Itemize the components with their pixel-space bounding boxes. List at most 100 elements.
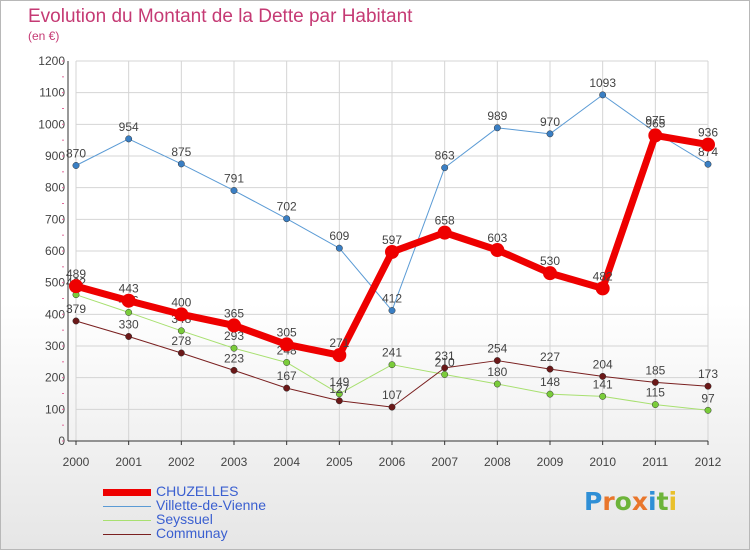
logo-letter: P bbox=[584, 487, 603, 516]
data-label: 167 bbox=[277, 369, 297, 383]
y-tick-label: 600 bbox=[45, 244, 65, 258]
x-tick-label: 2001 bbox=[115, 455, 142, 469]
data-point bbox=[704, 406, 712, 414]
data-label: 107 bbox=[382, 388, 402, 402]
data-label: 223 bbox=[224, 351, 244, 365]
data-label: 115 bbox=[646, 386, 665, 400]
data-label: 870 bbox=[66, 147, 86, 161]
data-point bbox=[125, 333, 133, 340]
data-label: 305 bbox=[277, 325, 297, 339]
data-label: 210 bbox=[435, 356, 455, 370]
data-label: 609 bbox=[329, 229, 349, 243]
data-label: 603 bbox=[487, 231, 507, 245]
data-label: 185 bbox=[645, 363, 665, 377]
legend-label: Seyssuel bbox=[156, 511, 213, 527]
logo-letter: i bbox=[668, 487, 678, 516]
data-point bbox=[230, 344, 238, 352]
data-label: 254 bbox=[487, 342, 507, 356]
data-point bbox=[493, 380, 501, 388]
data-point bbox=[121, 293, 136, 308]
data-label: 365 bbox=[224, 306, 244, 320]
data-point bbox=[177, 327, 185, 335]
data-label: 141 bbox=[593, 377, 613, 391]
x-tick-label: 2011 bbox=[642, 455, 668, 469]
data-label: 954 bbox=[119, 120, 139, 134]
data-label: 412 bbox=[382, 292, 402, 306]
data-point bbox=[441, 364, 449, 372]
data-label: 975 bbox=[645, 113, 665, 127]
data-point bbox=[599, 392, 607, 400]
data-point bbox=[230, 366, 238, 374]
data-point bbox=[651, 401, 659, 409]
y-tick-label: 300 bbox=[45, 339, 65, 353]
y-tick-label: 400 bbox=[45, 307, 65, 321]
legend-label: Villette-de-Vienne bbox=[156, 497, 267, 513]
data-point bbox=[125, 308, 133, 316]
data-point bbox=[335, 397, 343, 405]
y-tick-label: 700 bbox=[45, 212, 65, 226]
data-label: 149 bbox=[329, 375, 349, 389]
x-tick-label: 2005 bbox=[326, 455, 353, 469]
data-point bbox=[227, 318, 241, 333]
data-point bbox=[441, 164, 449, 172]
legend-label: Communay bbox=[156, 525, 228, 541]
x-tick-label: 2010 bbox=[589, 455, 616, 469]
data-point bbox=[388, 403, 396, 411]
data-point bbox=[599, 91, 607, 99]
data-label: 227 bbox=[540, 350, 560, 364]
legend-label: CHUZELLES bbox=[156, 483, 239, 499]
data-label: 970 bbox=[540, 115, 560, 129]
data-point bbox=[437, 225, 452, 240]
y-tick-label: 0 bbox=[58, 434, 65, 448]
x-tick-label: 2012 bbox=[695, 455, 722, 469]
data-label: 489 bbox=[66, 267, 86, 281]
logo-letter: t bbox=[656, 487, 669, 516]
data-point bbox=[174, 307, 189, 322]
legend: CHUZELLES Villette-de-Vienne Seyssuel Co… bbox=[103, 483, 267, 541]
data-point bbox=[283, 215, 291, 223]
data-label: 231 bbox=[435, 349, 455, 363]
data-point bbox=[546, 365, 554, 373]
data-label: 241 bbox=[382, 346, 402, 360]
data-label: 127 bbox=[329, 382, 349, 396]
data-point bbox=[701, 137, 715, 152]
data-label: 330 bbox=[119, 318, 139, 332]
data-label: 400 bbox=[171, 295, 191, 309]
data-point bbox=[704, 160, 712, 168]
data-point bbox=[546, 390, 554, 398]
data-point bbox=[72, 317, 80, 325]
logo-letter: r bbox=[602, 487, 615, 516]
data-point bbox=[441, 371, 449, 378]
data-point bbox=[595, 281, 610, 296]
data-point bbox=[388, 307, 396, 314]
data-label: 989 bbox=[487, 109, 507, 123]
data-point bbox=[651, 378, 659, 386]
data-point bbox=[335, 390, 343, 398]
data-point bbox=[490, 243, 505, 258]
data-label: 97 bbox=[701, 391, 715, 405]
y-tick-label: 200 bbox=[45, 371, 65, 385]
data-point bbox=[283, 384, 291, 392]
data-point bbox=[493, 357, 501, 365]
data-point bbox=[72, 162, 80, 169]
data-label: 443 bbox=[119, 282, 139, 296]
legend-item-communay: Communay bbox=[103, 525, 266, 541]
x-tick-label: 2002 bbox=[168, 455, 195, 469]
x-tick-label: 2004 bbox=[273, 455, 300, 469]
data-point bbox=[493, 124, 501, 132]
x-tick-label: 2000 bbox=[63, 455, 90, 469]
data-point bbox=[385, 244, 399, 259]
data-point bbox=[177, 160, 185, 168]
data-label: 965 bbox=[645, 116, 665, 130]
data-label: 530 bbox=[540, 254, 560, 268]
data-label: 597 bbox=[382, 233, 402, 247]
data-point bbox=[388, 361, 396, 369]
data-point bbox=[125, 135, 133, 143]
logo-letter: i bbox=[648, 487, 657, 516]
data-point bbox=[332, 348, 347, 363]
legend-swatch bbox=[103, 533, 151, 535]
x-tick-label: 2009 bbox=[537, 455, 564, 469]
legend-swatch bbox=[103, 519, 151, 521]
